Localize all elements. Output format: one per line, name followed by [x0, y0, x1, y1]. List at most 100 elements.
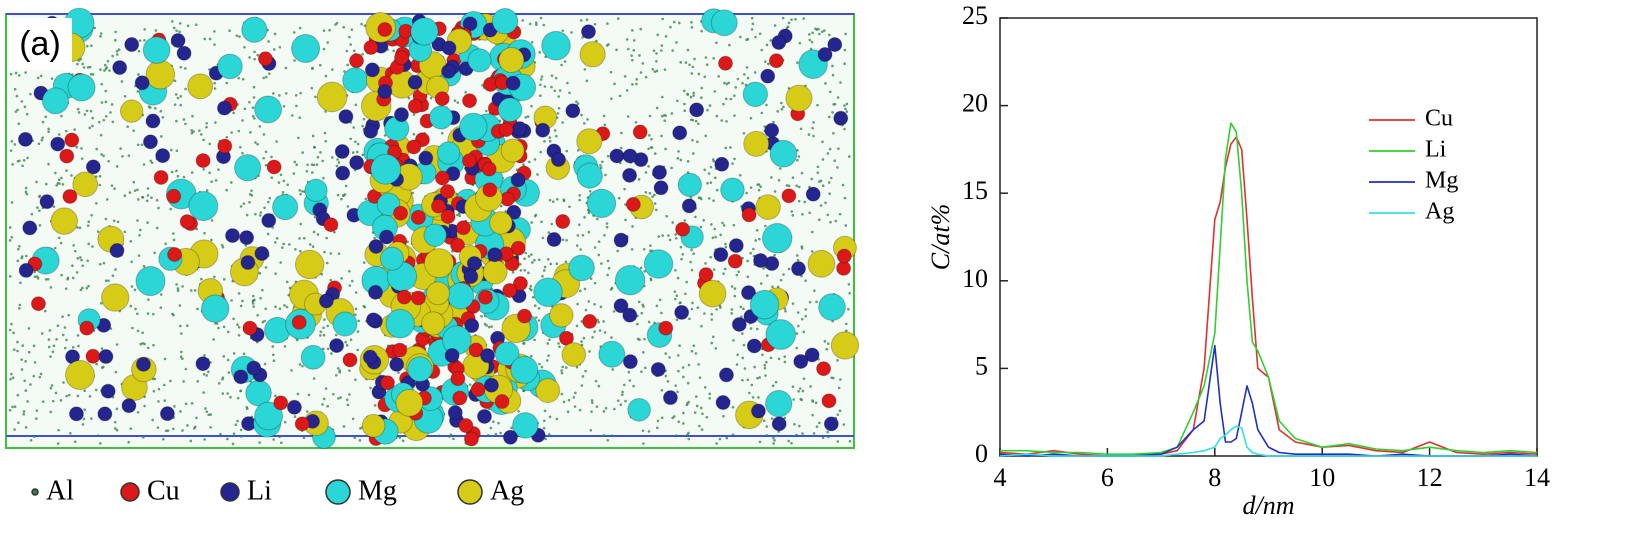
al-atom [688, 63, 691, 67]
al-atom [24, 426, 28, 429]
atom [423, 223, 447, 247]
al-atom [703, 75, 707, 79]
atom [379, 246, 405, 271]
al-atom [655, 52, 658, 55]
al-atom [16, 349, 19, 353]
al-atom [800, 245, 804, 248]
al-atom [23, 105, 27, 109]
atom [750, 403, 766, 419]
al-atom [773, 439, 776, 442]
al-atom [790, 210, 794, 213]
al-atom [24, 186, 28, 190]
al-atom [283, 420, 287, 424]
al-atom [175, 149, 179, 153]
al-atom [9, 149, 13, 152]
al-atom [626, 47, 630, 51]
al-atom [73, 128, 76, 131]
atom [429, 105, 454, 130]
al-atom [561, 29, 565, 33]
al-atom [756, 183, 760, 186]
al-atom [127, 440, 130, 444]
al-atom [115, 428, 119, 432]
al-atom [590, 410, 593, 413]
al-atom [742, 343, 746, 347]
al-atom [647, 147, 650, 151]
al-atom [324, 110, 327, 113]
atom [565, 103, 581, 119]
al-atom [587, 230, 591, 234]
al-atom [708, 392, 712, 396]
al-atom [21, 344, 24, 347]
al-atom [17, 74, 21, 77]
al-atom [185, 324, 189, 327]
atom [561, 342, 587, 367]
atom [771, 416, 787, 432]
al-atom [268, 196, 272, 200]
al-atom [723, 267, 727, 271]
al-atom [785, 26, 789, 30]
atom [450, 371, 466, 387]
atom [30, 296, 46, 312]
al-atom [531, 261, 534, 264]
al-atom [717, 75, 721, 78]
atom [555, 214, 571, 230]
al-atom [517, 409, 520, 413]
al-atom [560, 371, 564, 375]
al-atom [725, 120, 728, 123]
al-atom [575, 324, 579, 328]
al-atom [322, 29, 326, 32]
al-atom [11, 163, 14, 166]
al-atom [640, 370, 643, 374]
al-atom [511, 270, 515, 274]
al-atom [322, 397, 326, 401]
al-atom [60, 176, 63, 180]
al-atom [266, 232, 270, 236]
al-atom [61, 315, 64, 318]
atom [261, 213, 277, 229]
al-atom [274, 272, 277, 276]
al-atom [175, 283, 178, 286]
al-atom [207, 370, 210, 374]
al-atom [625, 89, 629, 92]
al-atom [230, 299, 233, 302]
al-atom [25, 254, 28, 258]
al-atom [583, 216, 586, 219]
al-atom [133, 288, 137, 292]
atom [41, 87, 69, 115]
atom [510, 172, 526, 188]
al-atom [41, 136, 44, 139]
al-atom [81, 62, 84, 66]
al-atom [12, 331, 15, 335]
al-atom [361, 124, 364, 128]
al-atom [844, 32, 847, 36]
atom [713, 247, 729, 263]
al-atom [111, 274, 115, 278]
al-atom [658, 298, 662, 302]
al-atom [333, 230, 336, 234]
al-atom [190, 129, 193, 132]
al-atom [219, 432, 222, 436]
al-atom [821, 184, 825, 187]
al-atom [115, 165, 119, 168]
al-atom [763, 366, 767, 370]
al-atom [743, 367, 747, 370]
al-atom [597, 253, 601, 257]
al-atom [844, 322, 848, 326]
al-atom [631, 83, 634, 86]
al-atom [741, 356, 745, 360]
al-atom [787, 184, 791, 188]
al-atom [533, 214, 537, 218]
al-atom [687, 363, 691, 367]
al-atom [65, 394, 68, 398]
al-atom [781, 16, 785, 20]
atom [142, 36, 171, 64]
al-atom [776, 434, 779, 438]
al-atom [765, 43, 769, 47]
al-atom [844, 224, 848, 227]
al-atom [261, 288, 264, 292]
al-atom [14, 110, 18, 113]
al-atom [804, 279, 807, 282]
al-atom [818, 32, 821, 36]
al-atom [628, 379, 632, 382]
al-atom [83, 408, 86, 411]
